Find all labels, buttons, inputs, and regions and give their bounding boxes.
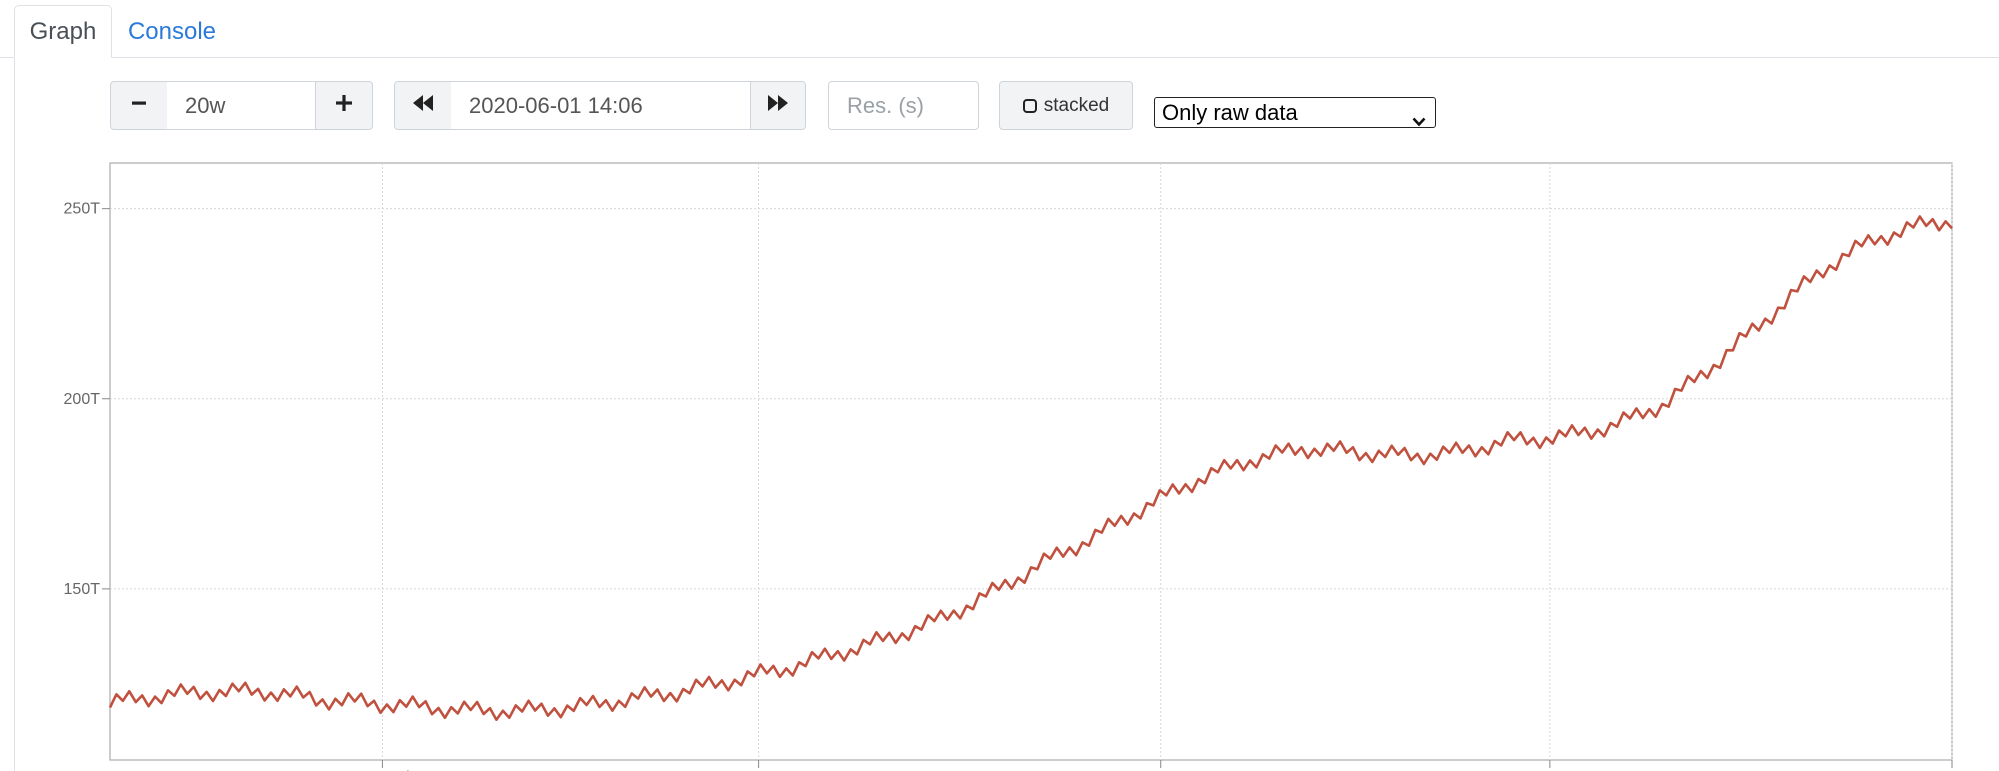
panel-border <box>14 58 15 771</box>
data-mode-select[interactable]: Only raw data <box>1154 97 1436 128</box>
stacked-toggle-button[interactable]: stacked <box>999 81 1133 130</box>
plot-area-border <box>109 162 1953 761</box>
tab-graph[interactable]: Graph <box>14 5 112 58</box>
x-tick-label: Mar <box>764 769 792 771</box>
chevron-down-icon <box>1412 107 1426 133</box>
y-tick-label: 200T <box>64 391 101 408</box>
minus-icon <box>131 95 147 116</box>
increase-range-button[interactable] <box>315 81 373 130</box>
series-line <box>108 215 1953 721</box>
x-tick-label: May <box>1555 769 1585 771</box>
end-time-back-button[interactable] <box>394 81 452 130</box>
graph-chart: 150T 200T 250T Feb Mar Apr May Jun <box>64 162 1983 771</box>
x-tick-label: Feb <box>387 769 415 771</box>
tab-console[interactable]: Console <box>127 17 217 45</box>
data-mode-select-value: Only raw data <box>1162 99 1298 125</box>
x-tick-label: Jun <box>1957 769 1983 771</box>
range-input[interactable]: 20w <box>167 81 316 130</box>
x-tick-label: Apr <box>1166 769 1192 771</box>
fast-backward-icon <box>412 95 434 116</box>
tab-bar-divider <box>0 57 1999 58</box>
decrease-range-button[interactable] <box>110 81 168 130</box>
y-tick-label: 250T <box>64 201 101 218</box>
checkbox-icon <box>1022 98 1037 113</box>
y-tick-label: 150T <box>64 581 101 598</box>
plus-icon <box>335 94 353 117</box>
stacked-label: stacked <box>1043 94 1110 116</box>
tab-bar: Graph Console <box>0 0 1999 58</box>
fast-forward-icon <box>767 95 789 116</box>
end-time-input[interactable]: 2020-06-01 14:06 <box>451 81 751 130</box>
end-time-forward-button[interactable] <box>750 81 806 130</box>
resolution-input[interactable]: Res. (s) <box>828 81 979 130</box>
